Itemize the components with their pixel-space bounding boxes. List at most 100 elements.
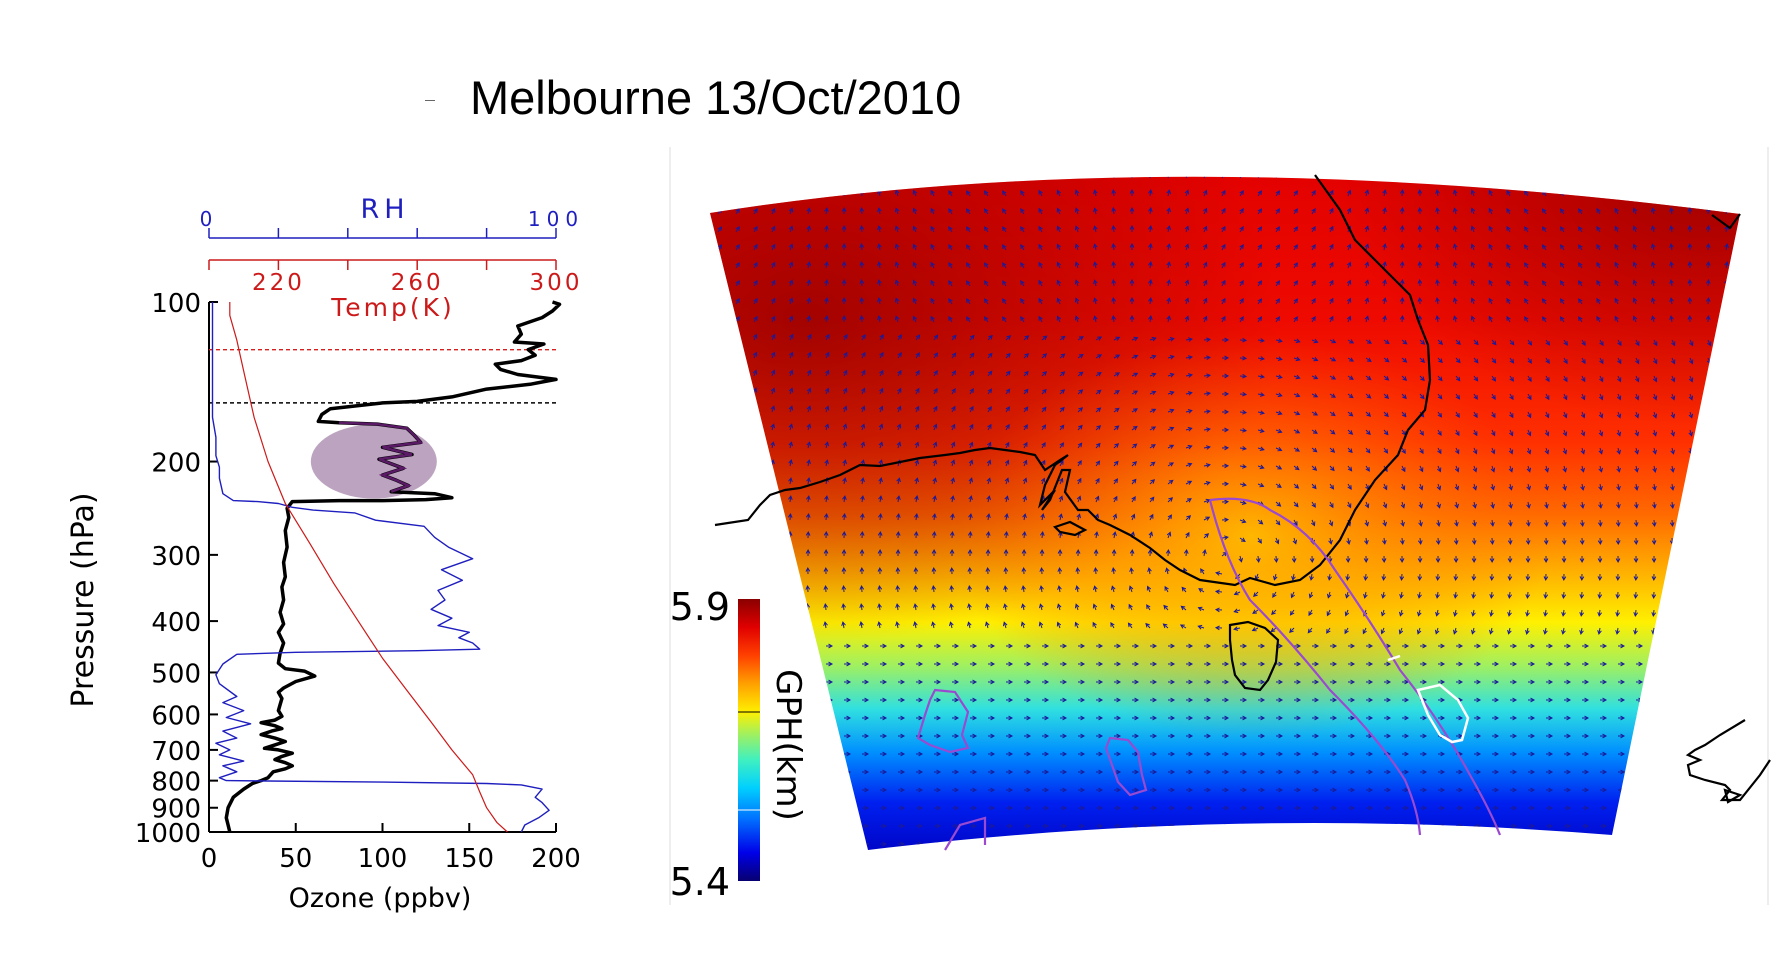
wind-arrow xyxy=(1186,841,1194,847)
wind-arrow xyxy=(985,155,989,160)
wind-arrow xyxy=(1473,411,1478,419)
wind-arrow xyxy=(1726,697,1734,703)
wind-arrow xyxy=(1042,733,1050,739)
wind-arrow xyxy=(1562,501,1567,509)
wind-arrow xyxy=(825,369,830,377)
wind-arrow xyxy=(1311,393,1319,398)
wind-arrow xyxy=(1293,176,1298,179)
wind-arrow xyxy=(1399,188,1405,197)
wind-arrow xyxy=(1670,447,1675,455)
wind-arrow xyxy=(1507,537,1513,546)
wind-arrow xyxy=(1489,609,1494,617)
wind-arrow xyxy=(1597,609,1602,617)
wind-arrow xyxy=(1545,393,1550,401)
wind-arrow xyxy=(1311,298,1316,305)
wind-arrow xyxy=(915,369,920,377)
wind-arrow xyxy=(1096,787,1104,793)
wind-arrow xyxy=(1705,278,1711,287)
wind-arrow xyxy=(1294,155,1298,160)
wind-arrow xyxy=(1618,733,1626,739)
wind-arrow xyxy=(1652,154,1656,160)
wind-arrow xyxy=(1636,841,1644,847)
wind-arrow xyxy=(805,548,811,557)
wind-arrow xyxy=(896,423,902,431)
wind-arrow xyxy=(788,225,794,233)
wind-arrow xyxy=(700,788,706,792)
wind-arrow xyxy=(1366,751,1374,757)
wind-arrow xyxy=(1132,841,1140,847)
wind-arrow xyxy=(1651,225,1656,233)
wind-arrow xyxy=(1561,573,1567,582)
wind-arrow xyxy=(1114,715,1122,721)
wind-arrow xyxy=(1401,339,1408,345)
wind-arrow xyxy=(1382,189,1387,197)
wind-arrow xyxy=(715,512,721,521)
wind-arrow xyxy=(1240,823,1248,829)
wind-arrow xyxy=(1114,679,1122,685)
wind-arrow xyxy=(894,297,900,305)
wind-arrow xyxy=(1564,679,1572,685)
wind-arrow xyxy=(1294,715,1302,721)
wind-arrow xyxy=(948,297,953,305)
wind-arrow xyxy=(1150,643,1158,649)
wind-arrow xyxy=(1399,296,1405,305)
wind-arrow xyxy=(1492,769,1500,775)
wind-arrow xyxy=(734,405,740,413)
wind-arrow xyxy=(1706,411,1712,419)
wind-arrow xyxy=(1307,627,1313,634)
wind-arrow xyxy=(1474,769,1482,775)
wind-arrow xyxy=(1221,207,1226,215)
wind-arrow xyxy=(859,603,864,611)
wind-arrow xyxy=(1528,715,1536,721)
wind-arrow xyxy=(1131,443,1138,449)
wind-arrow xyxy=(1654,769,1662,775)
wind-arrow xyxy=(1473,339,1479,346)
wind-arrow xyxy=(1128,603,1133,611)
wind-arrow xyxy=(1362,627,1367,635)
wind-arrow xyxy=(1489,573,1495,582)
wind-arrow xyxy=(1006,841,1014,847)
wind-arrow xyxy=(1114,805,1122,811)
wind-arrow xyxy=(1723,519,1729,528)
wind-arrow xyxy=(1294,769,1302,775)
wind-arrow xyxy=(1582,823,1590,829)
wind-arrow xyxy=(1438,769,1446,775)
wind-arrow xyxy=(877,512,883,521)
wind-arrow xyxy=(970,697,978,703)
wind-arrow xyxy=(1419,429,1424,436)
wind-arrow xyxy=(1726,805,1734,811)
wind-arrow xyxy=(1492,733,1500,739)
wind-arrow xyxy=(1435,315,1440,323)
wind-arrow xyxy=(1418,501,1423,509)
wind-arrow xyxy=(1041,424,1047,431)
wind-arrow xyxy=(753,225,758,233)
wind-arrow xyxy=(1542,298,1547,305)
wind-arrow xyxy=(1221,279,1226,287)
wind-arrow xyxy=(1060,697,1068,703)
wind-arrow xyxy=(1654,715,1662,721)
wind-arrow xyxy=(1239,427,1248,433)
wind-arrow xyxy=(1363,555,1369,564)
wind-arrow xyxy=(1687,627,1692,635)
wind-arrow xyxy=(1688,357,1694,365)
wind-arrow xyxy=(1742,520,1746,526)
wind-arrow xyxy=(1525,155,1529,160)
wind-arrow xyxy=(1005,352,1011,359)
wind-arrow xyxy=(1743,226,1747,232)
wind-arrow xyxy=(1687,188,1693,197)
wind-arrow xyxy=(1580,411,1586,419)
wind-arrow xyxy=(1149,496,1155,503)
wind-arrow xyxy=(1488,225,1493,233)
wind-arrow xyxy=(1490,519,1495,527)
wind-arrow xyxy=(1670,393,1676,401)
wind-arrow xyxy=(1670,465,1675,473)
wind-arrow xyxy=(790,661,798,667)
wind-arrow xyxy=(1023,370,1029,377)
wind-arrow xyxy=(1669,279,1674,287)
wind-arrow xyxy=(1402,679,1410,685)
wind-arrow xyxy=(1581,375,1586,383)
wind-arrow xyxy=(1438,643,1446,649)
wind-arrow xyxy=(1560,280,1565,287)
wind-arrow xyxy=(1471,154,1475,160)
wind-arrow xyxy=(880,697,888,703)
